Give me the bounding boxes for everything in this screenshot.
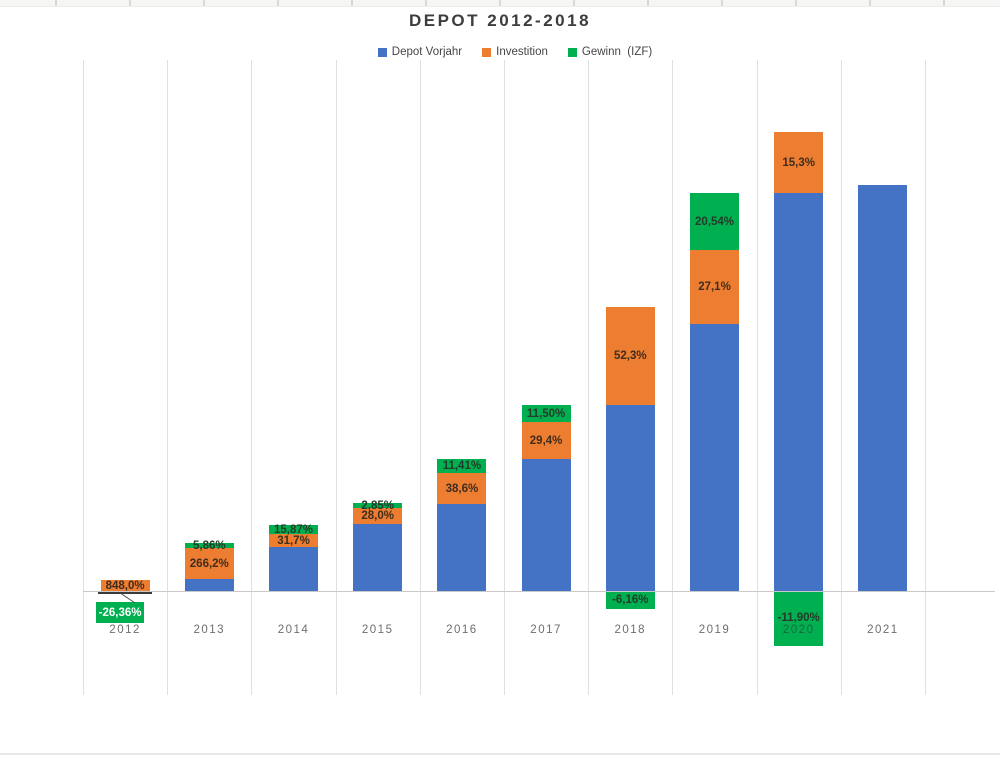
x-axis-label-2019: 2019 <box>698 624 731 636</box>
data-label-investition-2018: 52,3% <box>613 350 647 362</box>
bar-segment-depot-vorjahr-2019 <box>690 324 739 591</box>
plot-gridline <box>840 60 842 695</box>
chart-title: DEPOT 2012-2018 <box>408 11 592 30</box>
legend-item-depot-vorjahr: Depot Vorjahr <box>377 46 463 58</box>
legend-swatch-gewinn-izf-icon <box>567 47 577 57</box>
bar-segment-investition-2014 <box>269 534 318 547</box>
x-axis-label-2021: 2021 <box>867 624 899 636</box>
legend-label-gewinn-izf: Gewinn (IZF) <box>581 46 653 58</box>
bar-segment-gewinn-izf-2015 <box>353 503 403 508</box>
legend-label-depot-vorjahr: Depot Vorjahr <box>391 46 463 58</box>
data-label-gewinn-izf-2017: 11,50% <box>526 407 566 420</box>
data-label-underline-2012 <box>98 592 153 594</box>
bar-segment-depot-vorjahr-2016 <box>437 504 487 591</box>
bar-segment-investition-2020 <box>774 132 824 193</box>
data-label-investition-2014: 31,7% <box>277 534 310 547</box>
plot-gridline <box>588 60 590 695</box>
bar-segment-negative-gewinn-izf-2018 <box>605 592 655 609</box>
spreadsheet-top-edge <box>0 0 1000 7</box>
x-axis-label-2018: 2018 <box>614 624 647 636</box>
bar-segment-investition-2016 <box>437 473 487 504</box>
bar-segment-depot-vorjahr-2013 <box>184 579 234 591</box>
chart-legend: Depot Vorjahr Investition Gewinn (IZF) <box>15 44 1000 60</box>
data-label-investition-2019: 27,1% <box>698 281 731 293</box>
data-label-gewinn-izf-2020: -11,90% <box>777 612 820 624</box>
spreadsheet-bottom-edge <box>0 753 1000 755</box>
plot-gridline <box>167 60 169 695</box>
data-label-investition-2015: 28,0% <box>361 510 394 522</box>
x-axis-line <box>83 591 995 592</box>
x-axis-label-2016: 2016 <box>446 624 478 636</box>
plot-gridline <box>756 60 758 695</box>
legend-item-investition: Investition <box>482 46 548 58</box>
plot-gridline <box>925 60 926 695</box>
data-label-gewinn-izf-2013: 5,86% <box>192 539 226 552</box>
x-axis-label-2013: 2013 <box>193 624 226 636</box>
plot-gridline <box>335 60 337 695</box>
data-label-gewinn-izf-2015: 2,85% <box>361 499 394 512</box>
bar-segment-investition-2012 <box>100 580 150 591</box>
bar-segment-gewinn-izf-2017 <box>521 405 571 422</box>
bar-segment-depot-vorjahr-2021 <box>858 185 908 591</box>
plot-gridline <box>419 60 421 695</box>
data-label-gewinn-izf-2014: 15,87% <box>273 523 313 536</box>
plot-gridline <box>251 60 253 695</box>
bar-segment-depot-vorjahr-2014 <box>269 547 318 591</box>
data-label-investition-2020: 15,3% <box>782 156 815 169</box>
legend-swatch-depot-vorjahr-icon <box>377 47 387 57</box>
bar-segment-investition-2018 <box>605 307 655 405</box>
x-axis-label-2014: 2014 <box>277 624 310 636</box>
x-axis-label-2020: 2020 <box>782 624 815 636</box>
data-label-gewinn-izf-2018: -6,16% <box>612 593 649 606</box>
data-label-gewinn-izf-2016: 11,41% <box>442 460 482 472</box>
bar-segment-gewinn-izf-2014 <box>269 525 318 534</box>
bar-segment-depot-vorjahr-2017 <box>521 459 571 591</box>
x-axis-label-2017: 2017 <box>530 624 562 636</box>
bar-segment-investition-2013 <box>184 548 234 579</box>
x-axis-label-2012: 2012 <box>109 624 141 636</box>
bar-segment-negative-gewinn-izf-2020 <box>774 592 824 646</box>
x-axis-label-2015: 2015 <box>361 624 394 636</box>
data-label-investition-2012: 848,0% <box>105 579 145 592</box>
callout-label-gewinn-2012: -26,36% <box>96 602 145 623</box>
bar-segment-investition-2019 <box>690 250 739 324</box>
data-label-investition-2017: 29,4% <box>529 434 563 447</box>
data-label-investition-2016: 38,6% <box>445 482 479 495</box>
legend-item-gewinn-izf: Gewinn (IZF) <box>567 46 653 58</box>
legend-swatch-investition-icon <box>482 47 492 57</box>
bar-segment-investition-2017 <box>521 422 571 459</box>
data-label-investition-2013: 266,2% <box>189 557 229 570</box>
bar-segment-depot-vorjahr-2018 <box>605 405 655 591</box>
bar-segment-gewinn-izf-2016 <box>437 459 487 473</box>
legend-label-investition: Investition <box>496 46 548 58</box>
plot-gridline <box>504 60 505 695</box>
bar-segment-depot-vorjahr-2020 <box>774 193 824 591</box>
bar-segment-gewinn-izf-2019 <box>690 193 739 250</box>
bar-segment-gewinn-izf-2013 <box>184 543 234 548</box>
bar-segment-investition-2015 <box>353 508 403 524</box>
data-label-gewinn-izf-2019: 20,54% <box>694 215 734 228</box>
plot-gridline <box>672 60 674 695</box>
plot-gridline <box>83 60 84 695</box>
bar-segment-depot-vorjahr-2015 <box>353 524 403 591</box>
